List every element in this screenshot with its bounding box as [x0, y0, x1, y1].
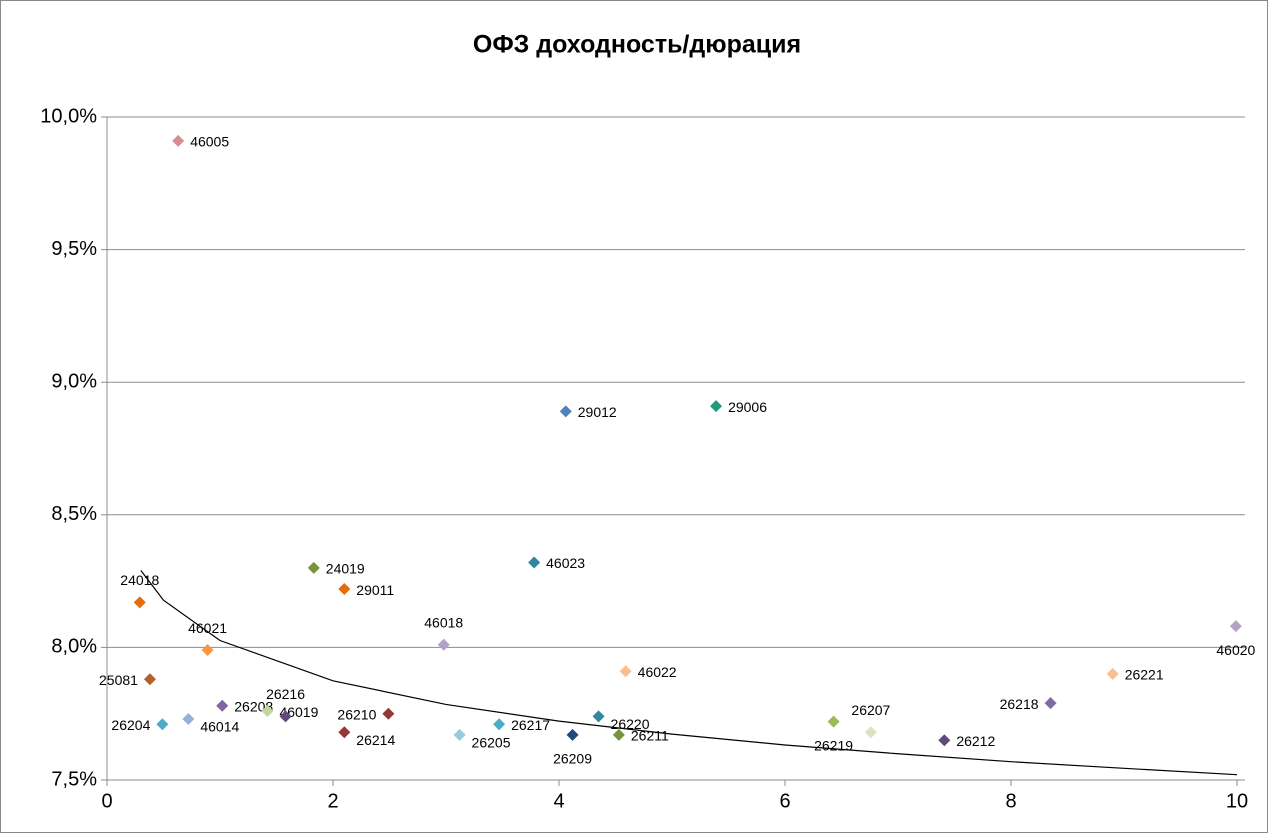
- point-label: 29006: [728, 399, 767, 415]
- point: [279, 710, 292, 723]
- point-label: 26209: [553, 751, 592, 767]
- point-label: 26217: [511, 717, 550, 733]
- y-tick-label: 7,5%: [51, 768, 97, 790]
- point: [1229, 620, 1242, 633]
- point-label: 26205: [472, 735, 511, 751]
- point-label: 26218: [1000, 696, 1039, 712]
- point-label: 26204: [111, 717, 150, 733]
- x-tick-label: 2: [327, 790, 338, 812]
- x-tick-label: 10: [1226, 790, 1248, 812]
- point: [307, 561, 320, 574]
- point: [612, 728, 625, 741]
- point: [592, 710, 605, 723]
- point: [216, 699, 229, 712]
- point: [710, 400, 723, 413]
- point: [172, 134, 185, 147]
- point: [382, 707, 395, 720]
- point-label: 46020: [1216, 642, 1255, 658]
- chart-title: ОФЗ доходность/дюрация: [473, 31, 801, 59]
- point-label: 29012: [578, 404, 617, 420]
- point-label: 26210: [337, 706, 376, 722]
- point: [938, 734, 951, 747]
- point-label: 46014: [200, 719, 239, 735]
- y-tick-label: 9,5%: [51, 238, 97, 260]
- point-label: 26211: [631, 728, 669, 744]
- y-tick-label: 9,0%: [51, 370, 97, 392]
- point-label: 29011: [356, 582, 394, 598]
- y-tick-label: 8,0%: [51, 636, 97, 658]
- point: [559, 405, 572, 418]
- point-label: 46005: [190, 134, 229, 150]
- x-tick-label: 4: [553, 790, 564, 812]
- point: [566, 728, 579, 741]
- point-label: 25081: [99, 672, 138, 688]
- x-tick-label: 6: [779, 790, 790, 812]
- point-label: 24019: [326, 561, 365, 577]
- point-label: 26214: [356, 732, 395, 748]
- point: [201, 644, 214, 657]
- point: [437, 638, 450, 651]
- point: [827, 715, 840, 728]
- point: [528, 556, 541, 569]
- point-label: 26212: [956, 733, 995, 749]
- point-label: 26216: [266, 686, 305, 702]
- y-tick-label: 8,5%: [51, 503, 97, 525]
- point: [182, 713, 195, 726]
- point-label: 26219: [814, 737, 853, 753]
- point-label: 46018: [424, 614, 463, 630]
- point: [619, 665, 632, 678]
- point: [1044, 697, 1057, 710]
- point: [156, 718, 169, 731]
- point: [864, 726, 877, 739]
- point-label: 26220: [611, 716, 650, 732]
- point-label: 46023: [546, 555, 585, 571]
- point: [1106, 667, 1119, 680]
- point: [493, 718, 506, 731]
- point-label: 26221: [1125, 667, 1164, 683]
- point-label: 46021: [188, 620, 227, 636]
- point: [133, 596, 146, 609]
- x-tick-label: 8: [1005, 790, 1016, 812]
- point-label: 26207: [851, 702, 890, 718]
- point-label: 46022: [638, 664, 677, 680]
- y-tick-label: 10,0%: [40, 105, 97, 127]
- point: [261, 705, 274, 718]
- point: [338, 726, 351, 739]
- trend-line: [140, 570, 1238, 776]
- point: [453, 728, 466, 741]
- point: [338, 583, 351, 596]
- point: [143, 673, 156, 686]
- x-tick-label: 0: [101, 790, 112, 812]
- point-label: 24018: [120, 572, 159, 588]
